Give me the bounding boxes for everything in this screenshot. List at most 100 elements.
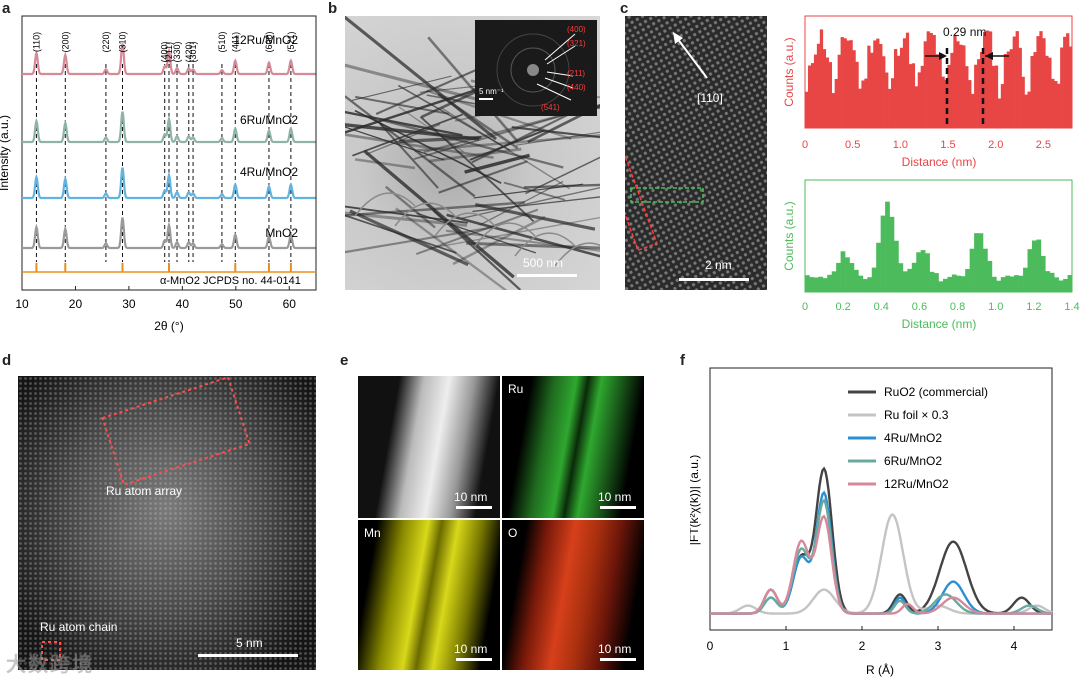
profile-bottom-bar [1023,267,1028,292]
xrd-chart: (110) (200) (220) (310) (400)(211)(330) (420)… [0,15,317,333]
eds-o-label: O [508,526,518,540]
profile-top-bar [894,49,898,128]
profile-bottom-bar [916,252,921,292]
nanowire [464,153,530,174]
profile-top-bar [816,43,821,128]
profile-bottom-bar [845,257,850,292]
profile-bottom-bar [885,201,890,292]
profile-top-bar [905,32,910,128]
spacing-label: 0.29 nm [943,25,986,39]
nanowire [516,131,600,146]
profile-bottom-bar [1036,239,1042,292]
profile-bottom-xtick: 1.4 [1064,301,1079,313]
profile-top-bar [864,78,868,128]
carbon-film-edge [394,202,456,227]
nanowire [345,87,480,134]
profile-top-bar [876,38,880,129]
profile-top-bar [997,98,1002,128]
profile-bottom-bar [1058,280,1064,292]
profile-bottom-bar [827,274,832,292]
nanowire [445,229,600,252]
profile-bottom-bar [853,269,859,292]
profile-top-bar [1021,76,1025,128]
profile-top-bar [1036,36,1040,129]
profile-top-bar [1066,33,1070,128]
profile-top-xtick: 2.5 [1036,139,1051,151]
profile-top-bar [914,86,919,128]
xrd-curve [22,111,316,144]
profile-top-bar [994,65,999,128]
ru-array-label: Ru atom array [106,484,183,498]
profile-top-bar [1015,31,1019,128]
line-profile-charts: 0 0.5 1.0 1.5 2.0 2.5 Distance (nm) Counts (a… [782,15,1080,331]
nanowire [345,211,468,227]
peak-label: (411) [230,32,240,52]
profile-top-bar [1009,49,1013,128]
profile-top-bar [947,64,951,128]
profile-top-bar [1030,55,1034,128]
profile-top-bar [873,40,877,128]
profile-bottom-xlabel: Distance (nm) [902,317,977,331]
profile-top-bar [1069,46,1073,128]
profile-top-bar [891,78,895,128]
xrd-curve [22,167,316,200]
profile-bottom-xtick: 0.4 [874,301,889,313]
profile-top-bar [831,93,835,128]
nanowire [365,123,441,156]
profile-top-xtick: 1.0 [893,139,908,151]
exafs-xlabel: R (Å) [866,662,894,677]
profile-top-xlabel: Distance (nm) [902,155,977,169]
profile-top-bar [977,59,981,128]
profile-top-bar [1051,78,1055,128]
nanowire [427,36,519,143]
saed-pattern: (400) (321) (211) (440) (541) 5 nm⁻¹ [479,25,586,112]
profile-bottom-ylabel: Counts (a.u.) [782,201,796,270]
profile-top-bar [941,76,945,128]
profile-bottom-bar [942,278,948,292]
nanowire [452,215,546,266]
exafs-ylabel: |FT(k²χ(k))| (a.u.) [690,455,701,546]
nanowire [523,183,600,189]
profile-top-bar [899,47,904,128]
haadf-scalebar [198,654,298,657]
profile-bottom-bar [1045,271,1051,292]
profile-top-bar [1027,91,1031,128]
profile-top-bar [968,80,972,128]
xrd-curve [22,43,316,76]
haadf-image: Ru atom array Ru atom chain 5 nm [18,376,316,670]
peak-label: (510) [217,31,227,52]
xrd-xtick: 20 [69,297,83,311]
nanowire-fibers [345,16,600,290]
svg-text:(541): (541) [541,103,560,112]
carbon-film-edge [474,222,536,247]
nanowire [437,93,519,150]
carbon-film-edge [514,232,576,257]
nanowire [511,126,600,139]
tem-image: (400) (321) (211) (440) (541) 5 nm⁻¹ 500… [345,16,600,290]
haadf-scalebar-label: 5 nm [236,636,263,650]
profile-bottom-bar [938,281,944,292]
nanowire [351,75,452,101]
profile-top-bar [843,38,847,128]
profile-top-bar [1045,55,1049,128]
exafs-xtick: 1 [783,639,790,653]
nanowire [345,16,497,141]
nanowire [438,160,528,194]
eds-mn-map: Mn 10 nm [358,520,500,670]
profile-bottom-bar [867,277,873,292]
profile-top-bar [810,63,815,129]
xrd-reference-label: α-MnO2 JCPDS no. 44-0141 [160,275,301,287]
profile-bottom-xtick: 0.6 [912,301,927,313]
panel-e-label: e [340,352,349,369]
profile-bottom-xtick: 0.8 [950,301,965,313]
carbon-film-edge [554,242,600,267]
peak-label: (220) [101,31,111,52]
profile-top-bar [822,49,827,128]
xrd-xtick: 60 [283,297,297,311]
profile-top-bar [882,56,886,129]
direction-arrow [676,37,708,79]
nanowire [395,207,508,290]
profile-top-bar [870,52,874,128]
exafs-curve [710,514,1052,615]
profile-bottom-bar [871,267,877,292]
